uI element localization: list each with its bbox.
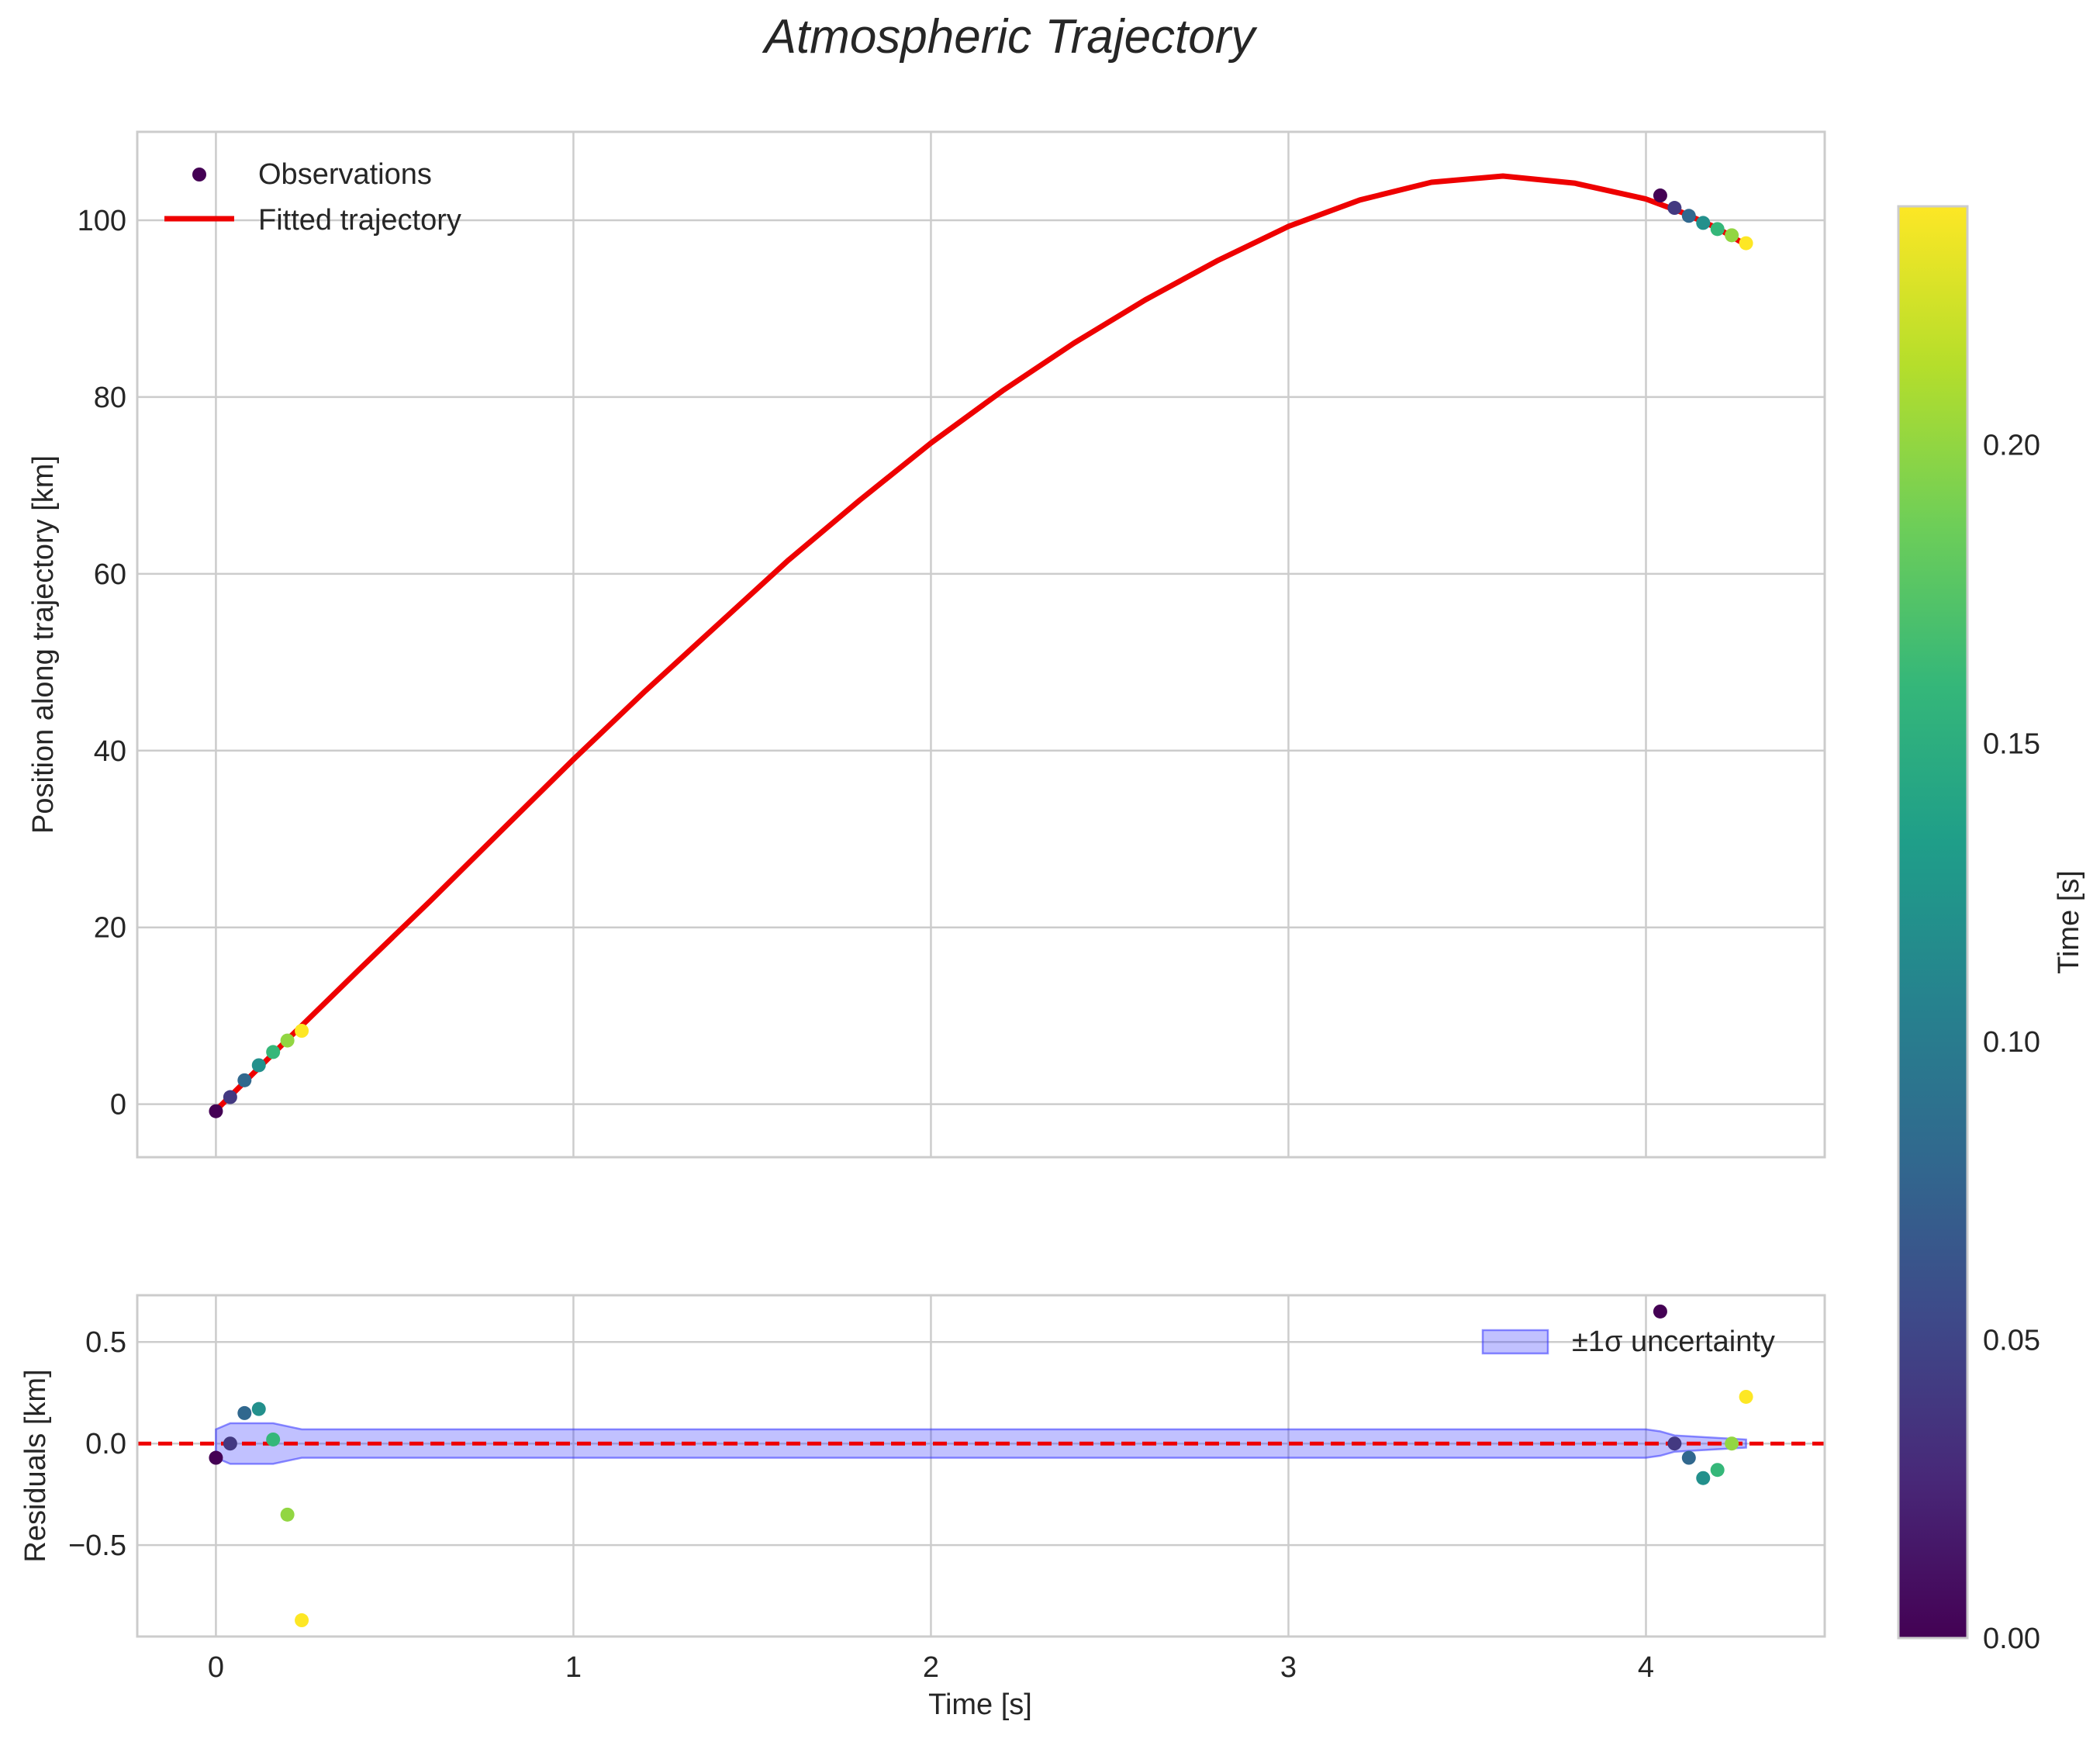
residual-point — [1696, 1471, 1711, 1485]
observation-point — [237, 1073, 252, 1087]
trajectory-panel: 0 20 40 60 80 100 Position along trajectory [k… — [27, 130, 1826, 1159]
observation-point — [209, 1104, 223, 1118]
legend-band-swatch — [1481, 1329, 1549, 1355]
colorbar-label: Time [s] — [2053, 870, 2085, 974]
y-tick-label: 0 — [110, 1089, 126, 1122]
colorbar: 0.00 0.05 0.10 0.15 0.20 Time [s] — [1897, 205, 2085, 1655]
residual-point — [1710, 1463, 1725, 1478]
x-tick-label: 3 — [1280, 1651, 1297, 1684]
legend-band-label: ±1σ uncertainty — [1572, 1326, 1775, 1358]
observation-point — [1653, 188, 1667, 203]
residual-point — [237, 1405, 252, 1420]
observation-point — [1681, 209, 1696, 223]
residual-point — [266, 1432, 281, 1446]
observation-point — [251, 1058, 266, 1073]
y-tick-label: 20 — [94, 912, 126, 945]
colorbar-tick-label: 0.20 — [1983, 430, 2040, 462]
plot-area — [137, 132, 1825, 1157]
colorbar-tick-label: 0.15 — [1983, 728, 2040, 760]
residuals-panel: 0.5 0.0 −0.5 Residuals [km] ±1σ uncertainty 0… — [19, 1294, 1826, 1684]
y-tick-label: 40 — [94, 735, 126, 768]
plot-frame — [136, 130, 1826, 1159]
residual-point — [1653, 1304, 1667, 1319]
observation-point — [1667, 201, 1682, 216]
plot-area — [137, 1295, 1825, 1637]
observation-point — [1696, 216, 1711, 230]
residual-point — [209, 1450, 223, 1465]
colorbar-tick-label: 0.00 — [1983, 1623, 2040, 1655]
y-tick-label: 60 — [94, 558, 126, 591]
legend-observations-label: Observations — [258, 158, 432, 191]
legend: ±1σ uncertainty — [1481, 1326, 1775, 1358]
residual-point — [280, 1507, 295, 1522]
x-tick-label: 1 — [565, 1651, 582, 1684]
y-tick-label: 80 — [94, 382, 126, 414]
observation-point — [223, 1090, 237, 1104]
colorbar-tick-label: 0.10 — [1983, 1026, 2040, 1059]
observation-point — [280, 1033, 295, 1048]
residual-point — [1739, 1389, 1753, 1404]
observation-point — [1739, 236, 1753, 251]
x-tick-label: 2 — [923, 1651, 939, 1684]
observation-point — [1710, 222, 1725, 237]
residual-point — [251, 1402, 266, 1416]
chart-title: Atmospheric Trajectory — [762, 10, 1259, 64]
residual-point — [1681, 1450, 1696, 1465]
legend-observations-marker — [192, 168, 206, 181]
residual-point — [223, 1436, 237, 1451]
x-axis-label: Time [s] — [928, 1688, 1032, 1721]
y-axis-label: Position along trajectory [km] — [27, 455, 60, 834]
residual-point — [295, 1613, 309, 1628]
legend-fit-label: Fitted trajectory — [258, 204, 461, 237]
x-tick-label: 4 — [1638, 1651, 1654, 1684]
observation-point — [1725, 228, 1739, 243]
colorbar-gradient — [1897, 205, 1969, 1640]
y-tick-label: 0.5 — [85, 1326, 126, 1359]
plot-frame — [136, 1294, 1826, 1638]
observation-point — [266, 1045, 281, 1059]
residual-point — [1725, 1436, 1739, 1451]
observation-point — [295, 1024, 309, 1039]
legend: Observations Fitted trajectory — [164, 158, 461, 237]
y-tick-label: 100 — [78, 205, 126, 237]
x-tick-label: 0 — [208, 1651, 224, 1684]
colorbar-tick-label: 0.05 — [1983, 1324, 2040, 1357]
y-axis-label: Residuals [km] — [19, 1369, 52, 1562]
residual-point — [1667, 1436, 1682, 1451]
fitted-trajectory-line — [212, 173, 1749, 1114]
y-tick-label: −0.5 — [68, 1529, 126, 1562]
y-tick-label: 0.0 — [85, 1428, 126, 1460]
